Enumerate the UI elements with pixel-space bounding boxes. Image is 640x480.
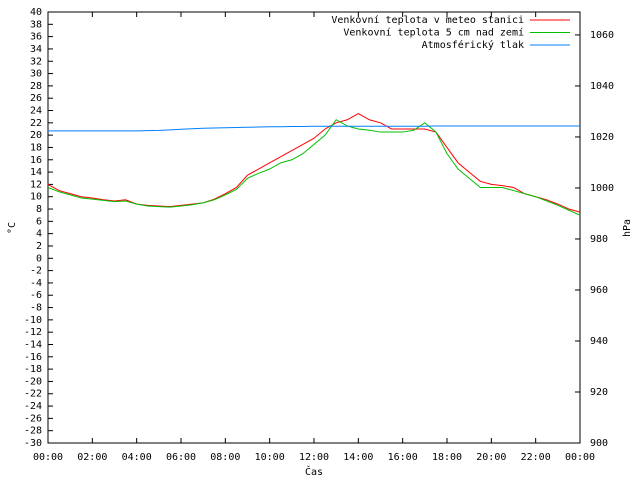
y-tick-label: -22 xyxy=(24,389,42,400)
y-tick-label: 6 xyxy=(36,216,42,227)
y-tick-label: 8 xyxy=(36,204,42,215)
x-tick-label: 06:00 xyxy=(166,452,196,463)
y-tick-label: 26 xyxy=(30,93,42,104)
y2-axis-label: hPa xyxy=(622,219,633,237)
series-line xyxy=(47,119,581,216)
x-tick-label: 04:00 xyxy=(122,452,152,463)
y2-tick-label: 940 xyxy=(590,336,608,347)
x-tick-label: 18:00 xyxy=(432,452,462,463)
x-tick-label: 22:00 xyxy=(521,452,551,463)
y-tick-label: -8 xyxy=(30,303,42,314)
y-tick-label: 14 xyxy=(30,167,42,178)
y2-tick-label: 1000 xyxy=(590,183,614,194)
y-tick-label: -16 xyxy=(24,352,42,363)
legend-label: Venkovní teplota 5 cm nad zemí xyxy=(343,27,524,39)
y-tick-label: -28 xyxy=(24,426,42,437)
y-tick-label: -26 xyxy=(24,413,42,424)
y-tick-label: -24 xyxy=(24,401,42,412)
y-tick-label: 30 xyxy=(30,69,42,80)
y2-tick-label: 1020 xyxy=(590,132,614,143)
x-tick-label: 20:00 xyxy=(476,452,506,463)
x-tick-label: 02:00 xyxy=(77,452,107,463)
x-tick-label: 14:00 xyxy=(343,452,373,463)
legend-label: Venkovní teplota v meteo stanici xyxy=(331,14,524,26)
y2-tick-label: 1060 xyxy=(590,30,614,41)
y-tick-label: -2 xyxy=(30,266,42,277)
y-tick-label: 34 xyxy=(30,44,42,55)
y-tick-label: 12 xyxy=(30,179,42,190)
series-line xyxy=(48,125,580,132)
series-line xyxy=(47,113,581,213)
y-tick-label: 32 xyxy=(30,56,42,67)
y2-tick-label: 1040 xyxy=(590,81,614,92)
y-tick-label: 16 xyxy=(30,155,42,166)
y-tick-label: -4 xyxy=(30,278,42,289)
y-tick-label: 4 xyxy=(36,229,42,240)
y-tick-label: 18 xyxy=(30,142,42,153)
y-tick-label: 38 xyxy=(30,19,42,30)
legend-label: Atmosférický tlak xyxy=(422,39,524,51)
x-tick-label: 08:00 xyxy=(210,452,240,463)
y-tick-label: 2 xyxy=(36,241,42,252)
y-tick-label: -10 xyxy=(24,315,42,326)
x-tick-label: 10:00 xyxy=(255,452,285,463)
x-tick-label: 00:00 xyxy=(565,452,595,463)
y-tick-label: -18 xyxy=(24,364,42,375)
x-axis-label: Čas xyxy=(305,465,323,478)
x-tick-label: 12:00 xyxy=(299,452,329,463)
y-tick-label: -30 xyxy=(24,438,42,449)
y-tick-label: 20 xyxy=(30,130,42,141)
y2-tick-label: 980 xyxy=(590,234,608,245)
y-tick-label: 0 xyxy=(36,253,42,264)
y-tick-label: 28 xyxy=(30,81,42,92)
y-tick-label: 36 xyxy=(30,32,42,43)
plot-frame xyxy=(47,11,581,444)
y-axis-label: °C xyxy=(7,222,18,234)
y-tick-label: 10 xyxy=(30,192,42,203)
y2-tick-label: 960 xyxy=(590,285,608,296)
y-tick-label: 40 xyxy=(30,7,42,18)
y-tick-label: -20 xyxy=(24,376,42,387)
y-tick-label: -6 xyxy=(30,290,42,301)
y2-tick-label: 920 xyxy=(590,387,608,398)
y-tick-label: -14 xyxy=(24,339,42,350)
y-tick-label: 24 xyxy=(30,106,42,117)
x-tick-label: 16:00 xyxy=(388,452,418,463)
x-tick-label: 00:00 xyxy=(33,452,63,463)
y-tick-label: 22 xyxy=(30,118,42,129)
y2-tick-label: 900 xyxy=(590,438,608,449)
y-tick-label: -12 xyxy=(24,327,42,338)
